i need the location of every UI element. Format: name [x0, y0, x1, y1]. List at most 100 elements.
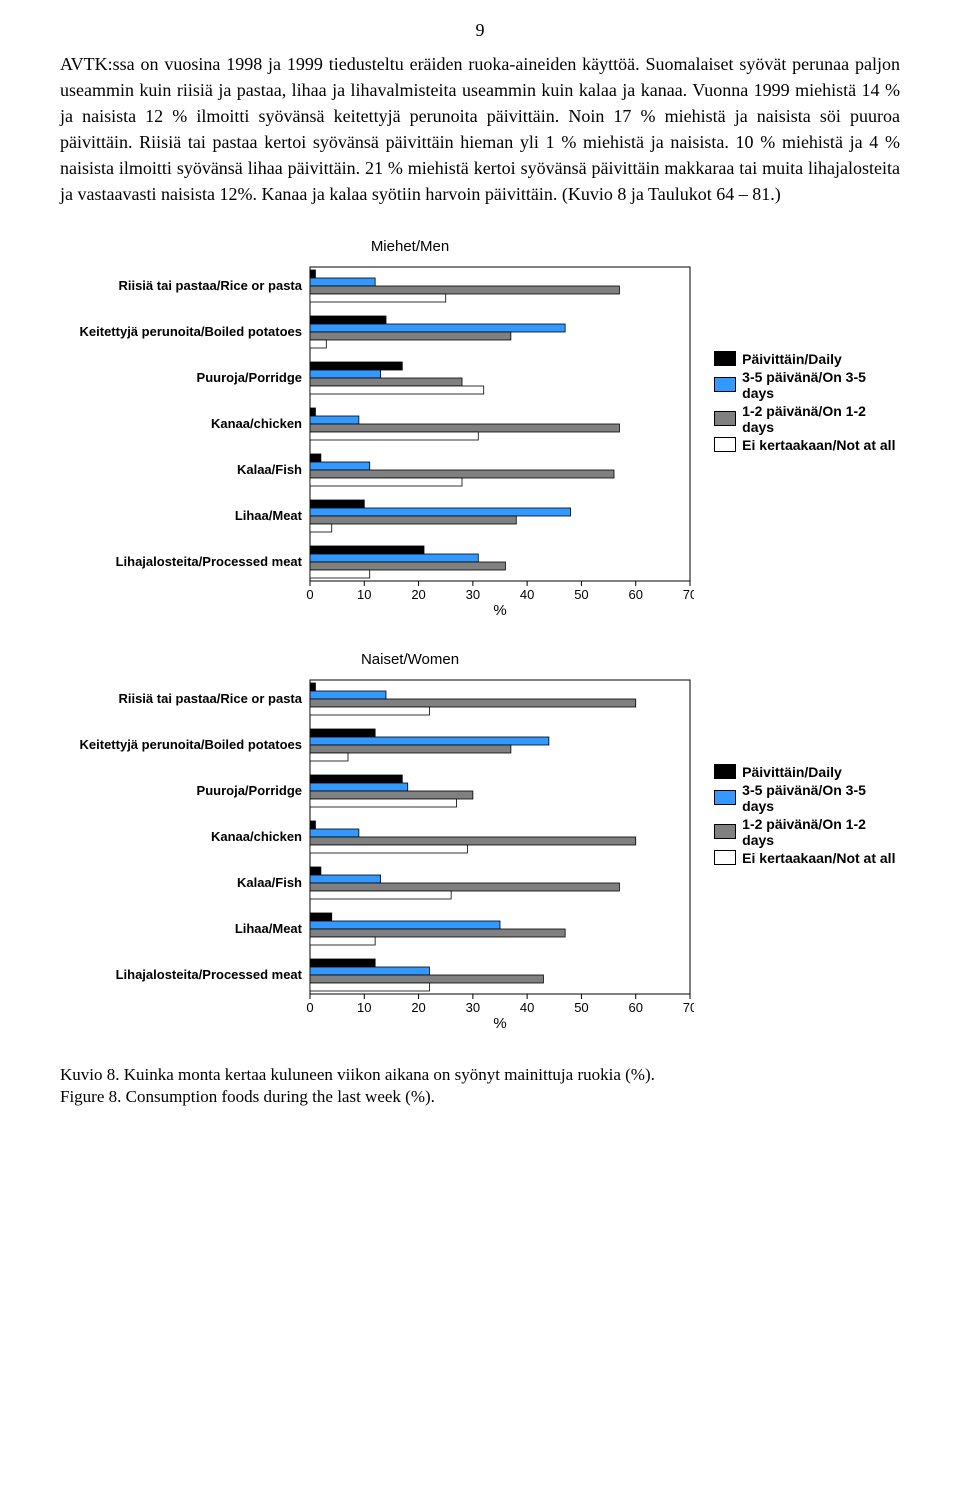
caption-line-2: Figure 8. Consumption foods during the l… — [60, 1086, 900, 1108]
svg-text:70: 70 — [683, 587, 694, 602]
chart-bar — [310, 570, 370, 578]
legend-women: Päivittäin/Daily 3-5 päivänä/On 3-5 days1… — [714, 762, 900, 868]
legend-item: 1-2 päivänä/On 1-2 days — [714, 403, 900, 435]
chart-bar — [310, 362, 402, 370]
chart-bar — [310, 929, 565, 937]
legend-item: 1-2 päivänä/On 1-2 days — [714, 816, 900, 848]
page-number: 9 — [60, 20, 900, 41]
chart-bar — [310, 867, 321, 875]
chart-bar — [310, 791, 473, 799]
chart-women-title: Naiset/Women — [310, 651, 510, 668]
chart-category-label: Lihaa/Meat — [235, 508, 303, 523]
legend-swatch — [714, 377, 736, 392]
chart-bar — [310, 500, 364, 508]
svg-text:20: 20 — [411, 587, 425, 602]
chart-bar — [310, 462, 370, 470]
chart-bar — [310, 294, 446, 302]
svg-text:30: 30 — [466, 1000, 480, 1015]
svg-text:60: 60 — [628, 587, 642, 602]
chart-bar — [310, 883, 619, 891]
chart-bar — [310, 683, 315, 691]
chart-category-label: Kanaa/chicken — [211, 416, 302, 431]
chart-bar — [310, 845, 467, 853]
chart-bar — [310, 378, 462, 386]
svg-text:50: 50 — [574, 1000, 588, 1015]
chart-bar — [310, 340, 326, 348]
legend-label: Päivittäin/Daily — [742, 351, 842, 367]
chart-category-label: Puuroja/Porridge — [197, 783, 302, 798]
chart-category-label: Lihaa/Meat — [235, 921, 303, 936]
chart-category-label: Kanaa/chicken — [211, 829, 302, 844]
chart-bar — [310, 729, 375, 737]
chart-bar — [310, 324, 565, 332]
chart-bar — [310, 967, 429, 975]
body-text: AVTK:ssa on vuosina 1998 ja 1999 tiedust… — [60, 51, 900, 208]
chart-bar — [310, 829, 359, 837]
chart-bar — [310, 286, 619, 294]
chart-bar — [310, 408, 315, 416]
chart-bar — [310, 783, 408, 791]
chart-bar — [310, 478, 462, 486]
page: 9 AVTK:ssa on vuosina 1998 ja 1999 tiedu… — [0, 0, 960, 1148]
legend-label: Ei kertaakaan/Not at all — [742, 850, 895, 866]
chart-bar — [310, 454, 321, 462]
chart-bar — [310, 821, 315, 829]
legend-label: 1-2 päivänä/On 1-2 days — [742, 816, 900, 848]
chart-category-label: Keitettyjä perunoita/Boiled potatoes — [80, 737, 302, 752]
legend-men: Päivittäin/Daily 3-5 päivänä/On 3-5 days1… — [714, 349, 900, 455]
legend-swatch — [714, 764, 736, 779]
chart-bar — [310, 875, 381, 883]
legend-swatch — [714, 351, 736, 366]
svg-text:50: 50 — [574, 587, 588, 602]
figure-caption: Kuvio 8. Kuinka monta kertaa kuluneen vi… — [60, 1064, 900, 1108]
chart-bar — [310, 470, 614, 478]
svg-text:30: 30 — [466, 587, 480, 602]
legend-swatch — [714, 411, 736, 426]
chart-bar — [310, 270, 315, 278]
chart-bar — [310, 524, 332, 532]
chart-bar — [310, 370, 381, 378]
chart-bar — [310, 424, 619, 432]
chart-category-label: Kalaa/Fish — [237, 462, 302, 477]
legend-item: Päivittäin/Daily — [714, 351, 900, 367]
chart-bar — [310, 913, 332, 921]
chart-bar — [310, 707, 429, 715]
chart-bar — [310, 699, 636, 707]
chart-bar — [310, 753, 348, 761]
chart-men-block: Miehet/Men 010203040506070%Riisiä tai pa… — [60, 238, 900, 621]
chart-bar — [310, 799, 457, 807]
legend-swatch — [714, 850, 736, 865]
chart-men: 010203040506070%Riisiä tai pastaa/Rice o… — [60, 259, 694, 621]
legend-item: 3-5 päivänä/On 3-5 days — [714, 369, 900, 401]
svg-text:%: % — [493, 602, 506, 619]
chart-bar — [310, 975, 543, 983]
svg-text:60: 60 — [628, 1000, 642, 1015]
svg-text:%: % — [493, 1015, 506, 1032]
legend-item: Ei kertaakaan/Not at all — [714, 437, 900, 453]
svg-text:70: 70 — [683, 1000, 694, 1015]
chart-bar — [310, 691, 386, 699]
chart-women: 010203040506070%Riisiä tai pastaa/Rice o… — [60, 672, 694, 1034]
legend-swatch — [714, 824, 736, 839]
caption-line-1: Kuvio 8. Kuinka monta kertaa kuluneen vi… — [60, 1064, 900, 1086]
chart-bar — [310, 921, 500, 929]
legend-item: Ei kertaakaan/Not at all — [714, 850, 900, 866]
svg-text:0: 0 — [306, 587, 313, 602]
chart-category-label: Lihajalosteita/Processed meat — [116, 967, 303, 982]
svg-text:0: 0 — [306, 1000, 313, 1015]
chart-category-label: Puuroja/Porridge — [197, 370, 302, 385]
chart-bar — [310, 837, 636, 845]
chart-category-label: Riisiä tai pastaa/Rice or pasta — [118, 691, 302, 706]
chart-bar — [310, 546, 424, 554]
chart-bar — [310, 775, 402, 783]
chart-bar — [310, 562, 505, 570]
legend-label: Päivittäin/Daily — [742, 764, 842, 780]
chart-bar — [310, 745, 511, 753]
legend-swatch — [714, 790, 736, 805]
chart-women-block: Naiset/Women 010203040506070%Riisiä tai … — [60, 651, 900, 1034]
chart-bar — [310, 554, 478, 562]
legend-label: 3-5 päivänä/On 3-5 days — [742, 782, 900, 814]
chart-bar — [310, 937, 375, 945]
chart-bar — [310, 891, 451, 899]
legend-label: Ei kertaakaan/Not at all — [742, 437, 895, 453]
